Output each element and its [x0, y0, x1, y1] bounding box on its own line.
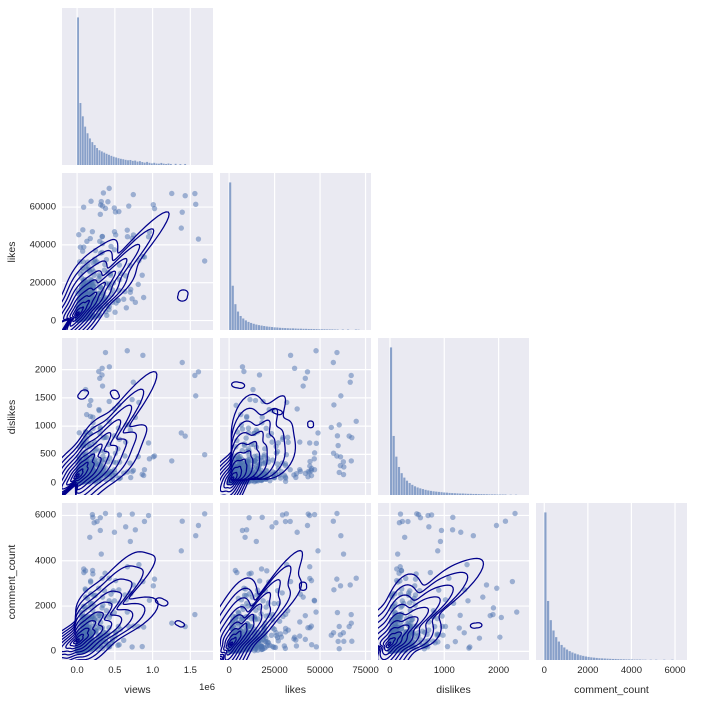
y-tick-label: 2000	[34, 600, 56, 612]
panel-hist-comment_count	[536, 503, 687, 660]
scatter-canvas-views-dislikes	[62, 338, 213, 495]
x-tick-label: 0.5	[108, 665, 122, 676]
x-tick-label: 50000	[306, 665, 334, 676]
x-axis-label-dislikes: dislikes	[436, 684, 471, 696]
x-tick-label: 2000	[577, 665, 599, 676]
panel-hist-dislikes	[378, 338, 529, 495]
panel-scatter-dislikes-comment_count	[378, 503, 529, 660]
scatter-canvas-views-comment_count	[62, 503, 213, 660]
x-tick-label: 1000	[433, 665, 455, 676]
scatter-canvas-likes-dislikes	[220, 338, 371, 495]
y-axis-label-comment_count: comment_count	[6, 544, 18, 619]
y-tick-label: 500	[40, 448, 56, 460]
y-tick-label: 20000	[29, 277, 56, 289]
scatter-canvas-dislikes-comment_count	[378, 503, 529, 660]
x-axis-label-likes: likes	[284, 684, 307, 696]
y-tick-label: 60000	[29, 201, 56, 213]
x-axis-label-comment_count: comment_count	[574, 684, 649, 696]
hist-canvas-likes	[220, 173, 371, 330]
panel-hist-views	[62, 8, 213, 165]
y-tick-label: 6000	[34, 509, 56, 521]
y-tick-label: 0	[50, 477, 56, 489]
x-tick-label: 4000	[620, 665, 642, 676]
y-tick-label: 40000	[29, 239, 56, 251]
hist-canvas-views	[62, 8, 213, 165]
x-tick-label: 2000	[488, 665, 510, 676]
hist-canvas-comment_count	[536, 503, 687, 660]
y-tick-label: 0	[50, 315, 56, 327]
panel-hist-likes	[220, 173, 371, 330]
x-axis-label-views: views	[124, 684, 151, 696]
scatter-canvas-likes-comment_count	[220, 503, 371, 660]
y-tick-label: 4000	[34, 555, 56, 567]
x-tick-label: 6000	[664, 665, 686, 676]
panel-scatter-likes-dislikes	[220, 338, 371, 495]
x-tick-label: 25000	[261, 665, 288, 676]
x-tick-label: 0	[387, 665, 393, 676]
x-tick-label: 75000	[352, 665, 379, 676]
y-tick-label: 0	[50, 645, 56, 657]
x-tick-label: 1.0	[145, 665, 160, 676]
x-tick-label: 0	[226, 665, 232, 676]
x-tick-label: 1.5	[183, 665, 197, 676]
y-tick-label: 1500	[34, 392, 56, 404]
scatter-canvas-views-likes	[62, 173, 213, 330]
x-tick-label: 0.0	[70, 665, 84, 676]
panel-scatter-views-comment_count	[62, 503, 213, 660]
y-axis-label-dislikes: dislikes	[6, 399, 18, 434]
panel-scatter-views-likes	[62, 173, 213, 330]
x-tick-label: 0	[541, 665, 547, 676]
hist-canvas-dislikes	[378, 338, 529, 495]
y-tick-label: 2000	[34, 364, 56, 376]
y-tick-label: 1000	[34, 420, 56, 432]
y-axis-label-likes: likes	[6, 240, 18, 263]
panel-scatter-likes-comment_count	[220, 503, 371, 660]
axis-offset-1e6: 1e6	[199, 682, 215, 693]
panel-scatter-views-dislikes	[62, 338, 213, 495]
